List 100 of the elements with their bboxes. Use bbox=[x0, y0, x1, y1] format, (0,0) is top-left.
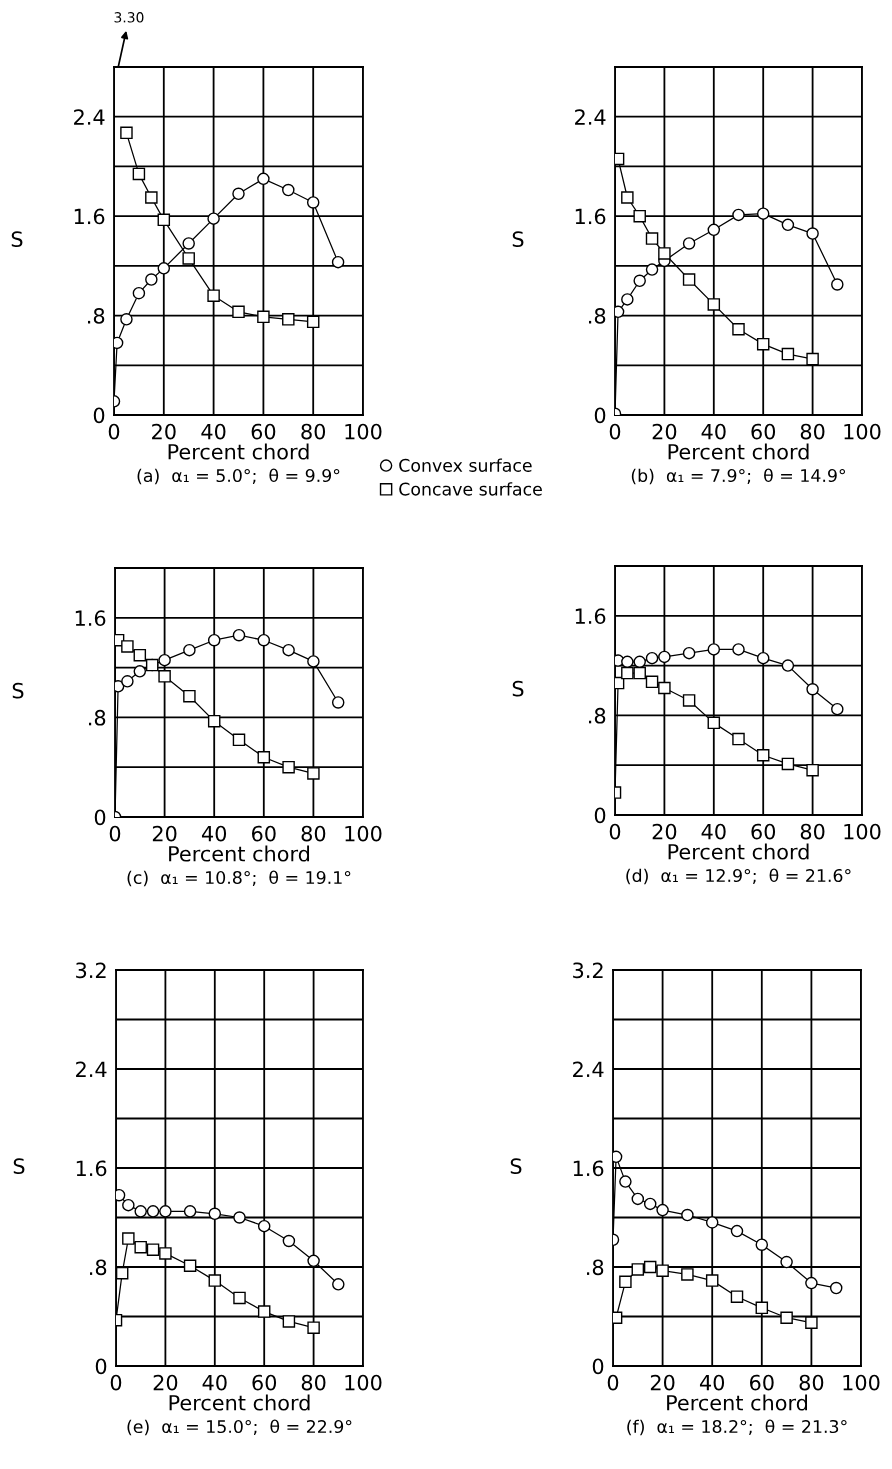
y-tick-label: 2.4 bbox=[74, 109, 105, 125]
x-tick-label: 80 bbox=[800, 423, 825, 440]
y-tick-label: 3.2 bbox=[573, 962, 603, 979]
x-tick-label: 20 bbox=[152, 825, 177, 842]
point bbox=[682, 273, 696, 286]
y-axis-title: S bbox=[11, 231, 23, 248]
point bbox=[645, 232, 659, 245]
x-tick-label: 40 bbox=[202, 1374, 227, 1391]
point bbox=[633, 209, 646, 223]
y-tick-label: .8 bbox=[589, 707, 606, 724]
point bbox=[619, 1275, 632, 1289]
point bbox=[282, 760, 295, 774]
x-tick-label: 0 bbox=[108, 423, 120, 440]
point bbox=[707, 716, 721, 730]
point bbox=[656, 1203, 669, 1217]
point bbox=[633, 666, 646, 680]
y-tick-label: 2.4 bbox=[76, 1061, 107, 1077]
point bbox=[705, 1216, 719, 1229]
point bbox=[257, 172, 270, 186]
point bbox=[208, 1274, 222, 1287]
point bbox=[730, 1224, 744, 1238]
x-axis-title: Percent chord bbox=[668, 843, 809, 860]
point bbox=[233, 1291, 246, 1305]
x-tick-label: 80 bbox=[301, 1374, 326, 1391]
point bbox=[331, 696, 345, 709]
text: (a) α₁ = 5.0°; θ = 9.9° bbox=[137, 468, 340, 485]
point bbox=[707, 643, 721, 656]
y-tick-label: .8 bbox=[589, 308, 606, 324]
point bbox=[282, 183, 295, 197]
point bbox=[806, 352, 819, 366]
legend-label: Convex surface bbox=[399, 458, 532, 472]
x-tick-label: 0 bbox=[109, 825, 121, 842]
point bbox=[781, 757, 795, 771]
point bbox=[806, 227, 819, 240]
point bbox=[133, 648, 147, 662]
point bbox=[207, 289, 220, 302]
x-tick-label: 60 bbox=[252, 1374, 277, 1391]
x-tick-label: 100 bbox=[843, 1374, 880, 1391]
point bbox=[183, 643, 196, 657]
y-tick-label: 1.6 bbox=[76, 1160, 107, 1177]
y-tick-label: .8 bbox=[88, 308, 105, 324]
x-tick-label: 100 bbox=[844, 823, 881, 840]
point bbox=[756, 337, 770, 351]
x-tick-label: 20 bbox=[153, 1374, 178, 1391]
point bbox=[207, 714, 221, 728]
point bbox=[682, 694, 696, 707]
point bbox=[705, 1274, 719, 1287]
x-tick-label: 60 bbox=[751, 823, 776, 840]
point bbox=[781, 218, 795, 232]
point bbox=[183, 689, 196, 703]
point bbox=[631, 1192, 645, 1206]
point bbox=[208, 1207, 222, 1221]
point bbox=[681, 1208, 694, 1222]
x-tick-label: 40 bbox=[201, 825, 227, 842]
y-tick-label: 0 bbox=[594, 807, 606, 824]
point bbox=[831, 278, 844, 291]
point bbox=[732, 643, 745, 656]
point bbox=[707, 298, 721, 311]
x-tick-label: 20 bbox=[652, 823, 677, 840]
x-tick-label: 40 bbox=[701, 423, 726, 440]
point bbox=[681, 1268, 694, 1281]
x-tick-label: 20 bbox=[152, 423, 176, 440]
point bbox=[633, 655, 646, 669]
point bbox=[306, 196, 320, 209]
point bbox=[756, 748, 770, 762]
x-tick-label: 80 bbox=[799, 1374, 824, 1391]
point bbox=[257, 1305, 271, 1318]
x-axis-title: Percent chord bbox=[169, 845, 310, 862]
x-tick-label: 100 bbox=[345, 825, 382, 842]
x-tick-label: 60 bbox=[750, 1374, 774, 1391]
point bbox=[805, 1316, 818, 1329]
x-tick-label: 60 bbox=[252, 825, 276, 842]
point bbox=[134, 1205, 147, 1218]
point bbox=[157, 213, 171, 227]
point bbox=[132, 286, 146, 300]
point bbox=[132, 167, 146, 181]
x-tick-label: 40 bbox=[699, 1374, 725, 1391]
point bbox=[732, 732, 745, 746]
point bbox=[183, 1205, 197, 1218]
point bbox=[643, 1197, 657, 1211]
point bbox=[658, 681, 671, 695]
point bbox=[331, 255, 345, 269]
text: (f) α₁ = 18.2°; θ = 21.3° bbox=[627, 1419, 847, 1436]
point bbox=[257, 1219, 271, 1233]
point bbox=[619, 1175, 632, 1188]
point bbox=[159, 1247, 172, 1260]
point bbox=[306, 315, 320, 329]
y-tick-label: 2.4 bbox=[575, 109, 606, 125]
point bbox=[157, 262, 171, 275]
point bbox=[282, 1315, 296, 1328]
point bbox=[756, 651, 770, 665]
point bbox=[682, 237, 696, 250]
point bbox=[257, 633, 271, 647]
point bbox=[621, 191, 634, 204]
x-tick-label: 0 bbox=[110, 1374, 122, 1391]
y-tick-label: 1.6 bbox=[575, 608, 606, 625]
point bbox=[658, 650, 671, 664]
point bbox=[633, 274, 646, 288]
point bbox=[122, 1198, 135, 1212]
x-tick-label: 0 bbox=[609, 423, 621, 440]
